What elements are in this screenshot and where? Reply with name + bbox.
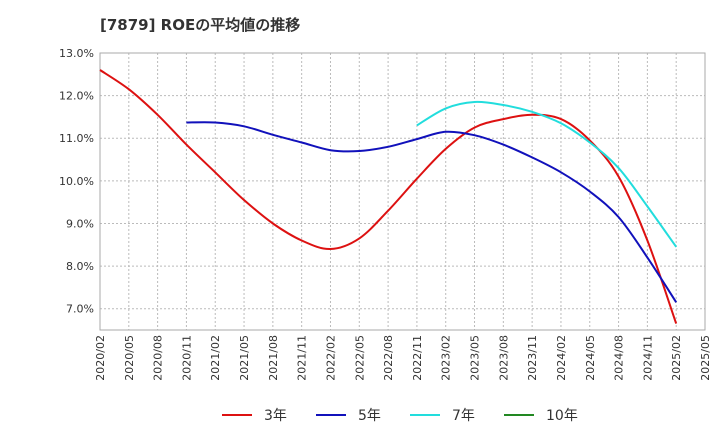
y-axis: 7.0% 8.0% 9.0% 10.0% 11.0% 12.0% 13.0% [59, 47, 94, 316]
x-tick-label: 2022/11 [411, 335, 424, 381]
x-tick-label: 2023/08 [497, 335, 510, 381]
x-tick-label: 2021/02 [209, 335, 222, 381]
x-tick-label: 2022/08 [382, 335, 395, 381]
x-tick-label: 2023/02 [440, 335, 453, 381]
series-line-2 [186, 121, 678, 303]
x-tick-label: 2024/05 [584, 335, 597, 381]
x-tick-label: 2024/02 [555, 335, 568, 381]
x-tick-label: 2021/05 [238, 335, 251, 381]
series-line-1 [99, 69, 678, 324]
x-tick-label: 2025/02 [670, 335, 683, 381]
y-tick-label: 13.0% [59, 47, 94, 60]
x-tick-label: 2022/05 [353, 335, 366, 381]
x-tick-label: 2022/02 [324, 335, 337, 381]
y-tick-label: 12.0% [59, 90, 94, 103]
x-tick-label: 2025/05 [699, 335, 712, 381]
legend-label-4: 10年 [546, 408, 578, 424]
x-axis: 2020/02 2020/05 2020/08 2020/11 2021/02 2021/… [94, 335, 712, 381]
series-line-3 [416, 100, 678, 248]
legend: 3年 5年 7年 10年 [222, 408, 578, 424]
plot-frame [99, 52, 706, 331]
x-tick-label: 2021/11 [296, 335, 309, 381]
y-tick-label: 11.0% [59, 132, 94, 145]
grid-layer [100, 53, 705, 330]
legend-label-3: 7年 [452, 408, 475, 424]
x-tick-label: 2021/08 [267, 335, 280, 381]
y-tick-label: 9.0% [66, 217, 94, 230]
x-tick-label: 2020/11 [180, 335, 193, 381]
chart-title: [7879] ROEの平均値の推移 [100, 16, 301, 34]
x-tick-label: 2024/08 [613, 335, 626, 381]
x-tick-label: 2023/11 [526, 335, 539, 381]
x-tick-label: 2020/05 [123, 335, 136, 381]
x-tick-label: 2024/11 [641, 335, 654, 381]
y-tick-label: 10.0% [59, 175, 94, 188]
series-layer [99, 69, 678, 324]
legend-label-2: 5年 [358, 408, 381, 424]
x-tick-label: 2023/05 [469, 335, 482, 381]
y-tick-label: 8.0% [66, 260, 94, 273]
legend-label-1: 3年 [264, 408, 287, 424]
x-tick-label: 2020/08 [152, 335, 165, 381]
y-tick-label: 7.0% [66, 303, 94, 316]
x-tick-label: 2020/02 [94, 335, 107, 381]
